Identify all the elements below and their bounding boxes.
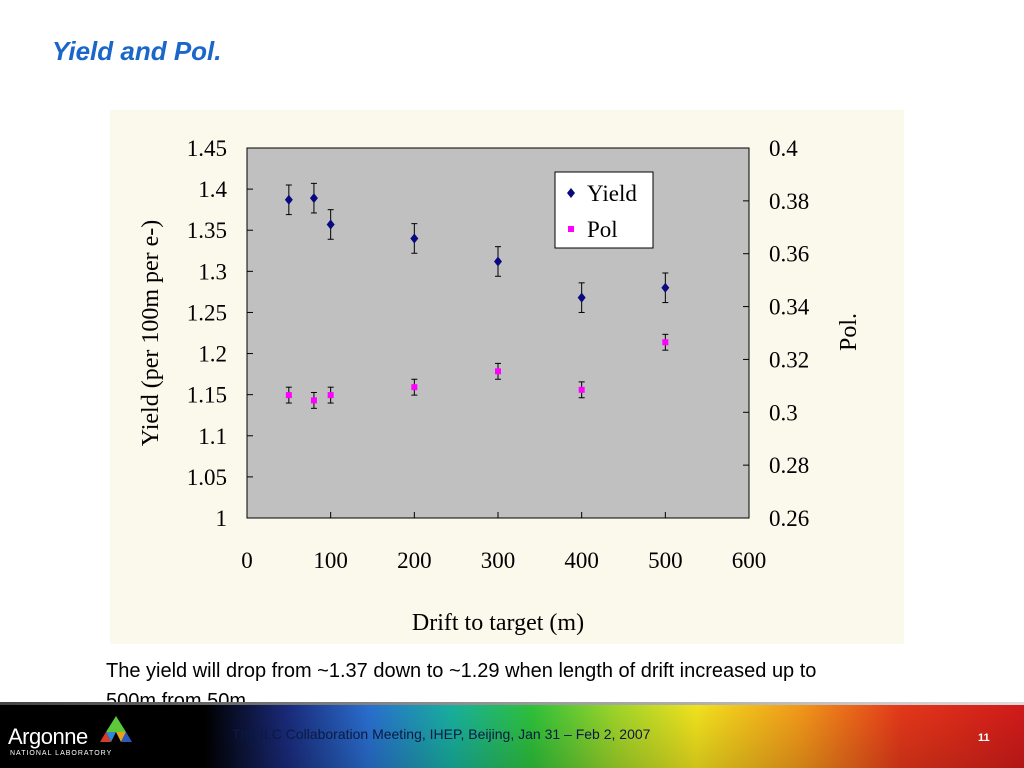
legend-marker-yield [567, 188, 575, 198]
y2-tick-label: 0.38 [769, 189, 809, 214]
y2-tick-label: 0.3 [769, 400, 798, 425]
x-tick-label: 400 [564, 548, 599, 573]
yield-point [326, 219, 335, 230]
y-tick-label: 1.45 [187, 136, 227, 161]
y2-tick-label: 0.36 [769, 242, 809, 267]
x-tick-label: 100 [313, 548, 348, 573]
legend-marker-pol [568, 226, 574, 232]
yield-point [284, 194, 293, 205]
pol-point [411, 384, 418, 391]
x-tick-label: 0 [241, 548, 253, 573]
yield-point [309, 193, 318, 204]
y2-tick-label: 0.4 [769, 136, 798, 161]
argonne-logo-subtext: NATIONAL LABORATORY [10, 750, 113, 757]
yield-point [494, 256, 502, 267]
y-tick-label: 1.35 [187, 218, 227, 243]
y2-tick-label: 0.32 [769, 347, 809, 372]
y-tick-label: 1.2 [198, 342, 227, 367]
y-axis-title: Yield (per 100m per e-) [138, 220, 164, 447]
yield-point [410, 233, 419, 244]
yield-pol-chart: 0 100 200 300 400 500 600 1 1.05 1.1 1.15 1.2 1.25 1.… [138, 136, 862, 636]
y-tick-label: 1.15 [187, 383, 227, 408]
meeting-info: The ILC Collaboration Meeting, IHEP, Bei… [232, 726, 651, 742]
page-number: 11 [978, 732, 990, 744]
argonne-triangle-logo-icon [100, 716, 132, 742]
y-tick-label: 1 [216, 506, 228, 531]
pol-point [495, 368, 501, 375]
x-tick-label: 300 [481, 548, 516, 573]
footer-rainbow-gradient [0, 702, 1024, 768]
pol-point [578, 386, 585, 393]
pol-point [310, 397, 317, 404]
y2-tick-label: 0.34 [769, 295, 810, 320]
y-tick-label: 1.25 [187, 300, 227, 325]
pol-point [662, 339, 669, 346]
footer-divider [0, 702, 1024, 705]
pol-point [327, 392, 334, 399]
footer-bar: Argonne NATIONAL LABORATORY The ILC Coll… [0, 702, 1024, 768]
footer-gradient-overlay [0, 702, 1024, 768]
slide-title: Yield and Pol. [52, 36, 222, 66]
x-tick-label: 500 [648, 548, 683, 573]
y-tick-label: 1.4 [198, 177, 227, 202]
argonne-logo-text: Argonne [8, 724, 88, 749]
legend-box [554, 171, 654, 249]
y-tick-label: 1.05 [187, 465, 227, 490]
y2-tick-label: 0.28 [769, 453, 809, 478]
legend-label: Yield [587, 181, 637, 206]
legend-label: Pol [587, 217, 618, 242]
y-tick-label: 1.3 [198, 259, 227, 284]
y2-axis-title: Pol. [836, 313, 862, 351]
yield-point [661, 282, 670, 293]
x-tick-label: 600 [732, 548, 767, 573]
y-tick-label: 1.1 [198, 424, 227, 449]
x-tick-label: 200 [397, 548, 432, 573]
x-axis-title: Drift to target (m) [412, 610, 584, 636]
y2-tick-label: 0.26 [769, 506, 809, 531]
pol-point [285, 392, 292, 399]
chart-panel: 0 100 200 300 400 500 600 1 1.05 1.1 1.15 1.2 1.25 1.… [110, 110, 904, 644]
plot-area [246, 147, 750, 519]
yield-point [577, 292, 586, 303]
